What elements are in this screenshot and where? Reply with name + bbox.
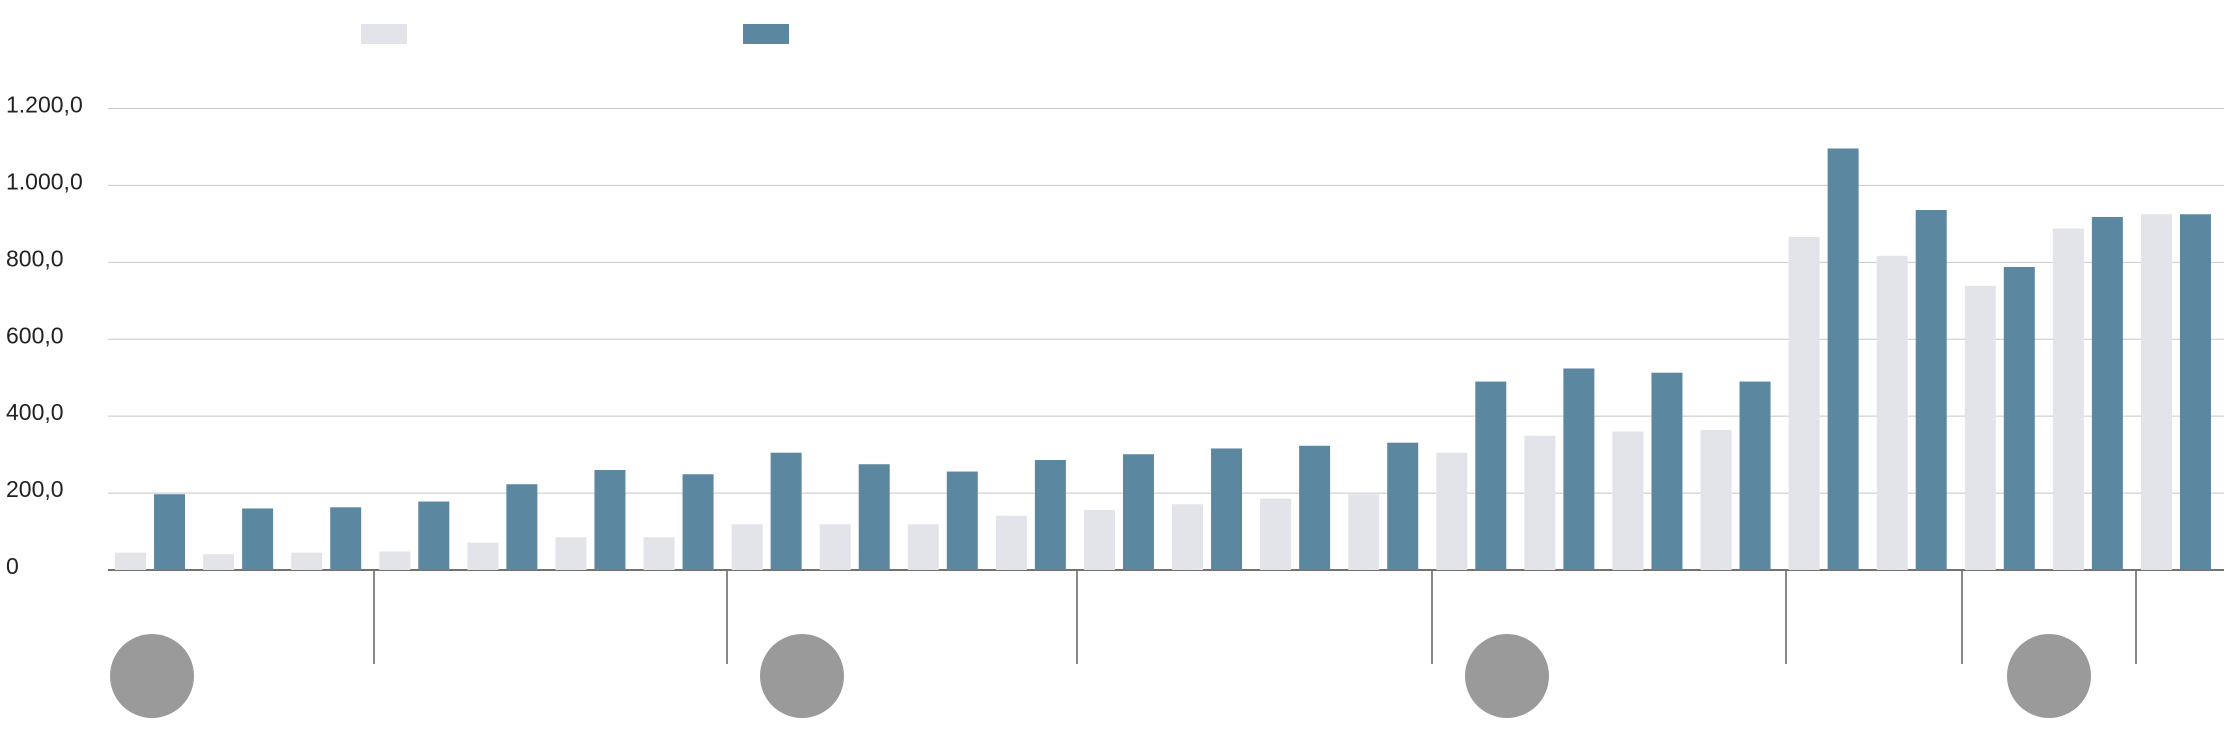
bar	[1348, 494, 1380, 570]
y-tick-label: 0	[6, 553, 19, 579]
era-dividers	[373, 571, 2137, 664]
bar	[1083, 510, 1115, 570]
legend-swatch	[361, 24, 407, 44]
portrait	[110, 634, 194, 718]
legend-swatch	[743, 24, 789, 44]
bar	[154, 494, 186, 570]
portrait	[2007, 634, 2091, 718]
bar	[1524, 435, 1556, 570]
bar	[1260, 498, 1292, 570]
bar	[1915, 210, 1947, 570]
y-tick-label: 800,0	[6, 245, 64, 271]
portrait	[1465, 634, 1549, 718]
bar	[1827, 148, 1859, 570]
bar	[2179, 214, 2211, 570]
bar	[2052, 228, 2084, 571]
bar	[1172, 504, 1204, 570]
bar	[1122, 454, 1154, 570]
bar	[242, 508, 274, 570]
bar	[418, 501, 450, 570]
bar	[1034, 460, 1066, 570]
bar	[1651, 372, 1683, 570]
bar	[379, 551, 411, 570]
bar	[1964, 285, 1996, 570]
y-tick-label: 400,0	[6, 399, 64, 425]
bar	[1387, 442, 1419, 570]
y-tick-label: 1.200,0	[6, 92, 83, 118]
bar	[2140, 214, 2172, 570]
bar	[1475, 381, 1507, 570]
bar	[467, 542, 499, 570]
bar	[1436, 452, 1468, 570]
bar	[907, 524, 939, 570]
bar	[1612, 431, 1644, 570]
bar	[1299, 445, 1331, 570]
bar	[330, 507, 362, 570]
y-tick-label: 200,0	[6, 476, 64, 502]
y-tick-label: 600,0	[6, 322, 64, 348]
bar	[682, 474, 714, 570]
bar	[1563, 368, 1595, 570]
bar	[2091, 216, 2123, 570]
bar	[995, 515, 1027, 570]
y-tick-label: 1.000,0	[6, 168, 83, 194]
bar	[858, 464, 890, 570]
bar	[643, 537, 675, 570]
bar	[203, 554, 235, 570]
bar	[2003, 266, 2035, 570]
bar	[1788, 236, 1820, 570]
bar	[946, 471, 978, 570]
bar	[1876, 255, 1908, 570]
bar	[819, 524, 851, 570]
bar	[1700, 430, 1732, 570]
bar	[1211, 448, 1243, 570]
portrait	[760, 634, 844, 718]
bar	[115, 552, 147, 570]
portraits	[110, 634, 2091, 718]
bar	[506, 484, 538, 570]
bar	[291, 552, 323, 570]
bar	[555, 537, 587, 570]
bar	[1739, 381, 1771, 570]
bar	[731, 524, 763, 570]
bar	[594, 470, 626, 570]
bar	[770, 452, 802, 570]
